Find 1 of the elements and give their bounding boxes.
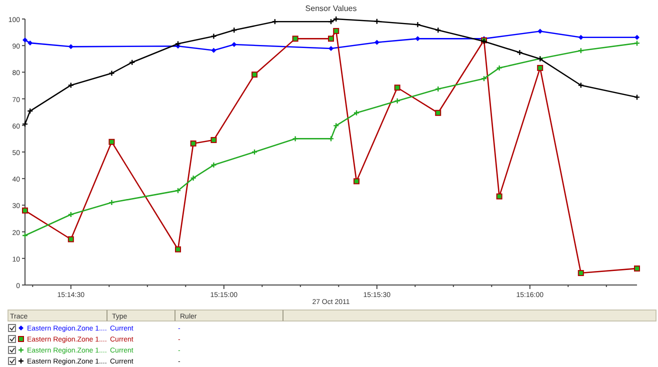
chart-title: Sensor Values <box>305 4 357 13</box>
